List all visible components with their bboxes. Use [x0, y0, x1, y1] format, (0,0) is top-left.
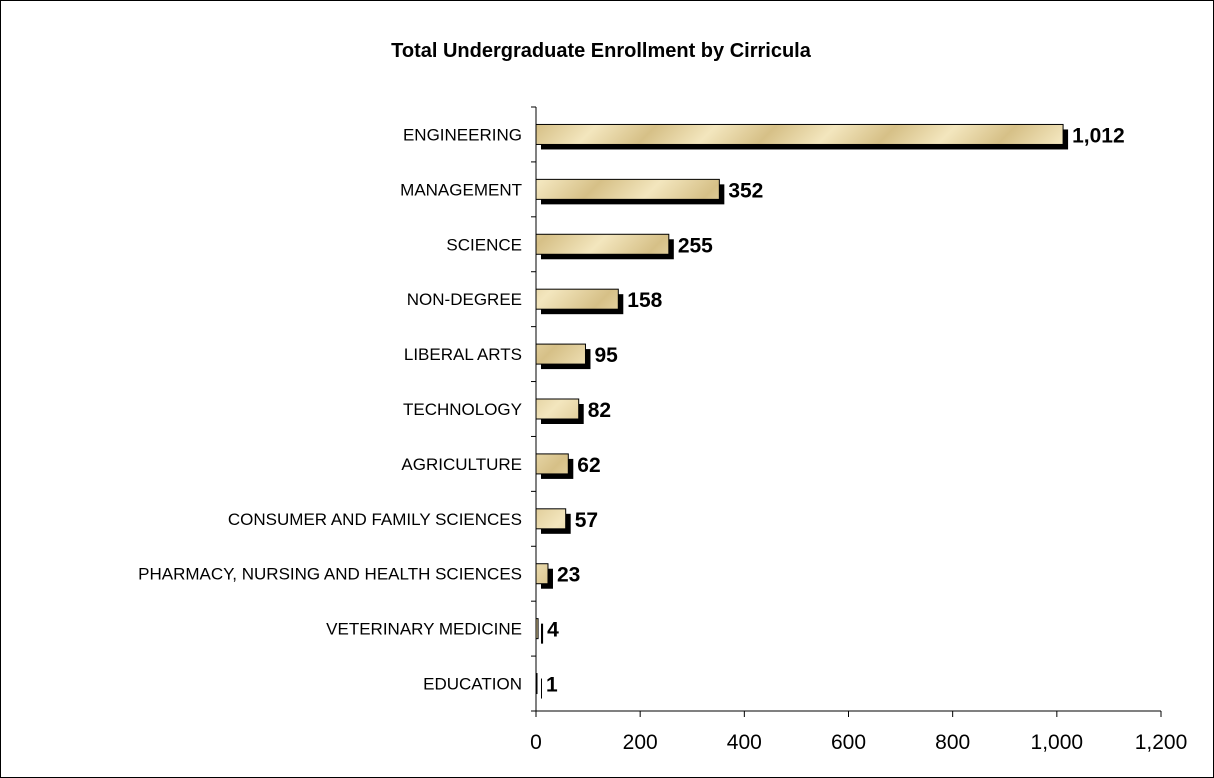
- data-label: 1: [546, 674, 558, 697]
- bar-shadow: [541, 623, 544, 644]
- data-label: 62: [577, 454, 600, 477]
- plot-area: 0 200 400 600 800 1,000 1,200 ENGINEERING 1,012 M…: [138, 106, 1188, 754]
- data-label: 352: [728, 179, 763, 202]
- category-label: PHARMACY, NURSING AND HEALTH SCIENCES: [138, 565, 522, 584]
- category-label: ENGINEERING: [403, 125, 522, 144]
- x-tick-label: 1,200: [1135, 731, 1188, 754]
- category-label: MANAGEMENT: [400, 180, 522, 199]
- data-label: 4: [547, 619, 559, 642]
- category-label: NON-DEGREE: [407, 290, 522, 309]
- x-tick-label: 1,000: [1031, 731, 1084, 754]
- data-label: 23: [557, 564, 580, 587]
- bar: [535, 343, 586, 365]
- x-tick-label: 200: [623, 731, 658, 754]
- bar: [535, 453, 569, 475]
- category-label: SCIENCE: [446, 235, 522, 254]
- category-label: LIBERAL ARTS: [404, 345, 522, 364]
- bar: [535, 288, 619, 310]
- bar: [535, 398, 580, 420]
- x-tick-label: 600: [831, 731, 866, 754]
- x-tick-label: 400: [727, 731, 762, 754]
- category-label: AGRICULTURE: [401, 455, 522, 474]
- bar: [535, 618, 539, 640]
- bar: [535, 123, 1064, 145]
- bar: [535, 673, 538, 695]
- data-label: 1,012: [1072, 124, 1125, 147]
- bar: [535, 508, 567, 530]
- data-label: 82: [588, 399, 611, 422]
- data-label: 255: [678, 234, 713, 257]
- chart-title: Total Undergraduate Enrollment by Cirric…: [391, 40, 812, 62]
- bar-shadow: [541, 678, 542, 699]
- data-label: 95: [594, 344, 618, 367]
- x-tick-label: 0: [530, 731, 542, 754]
- category-label: VETERINARY MEDICINE: [326, 620, 522, 639]
- bar: [535, 563, 549, 585]
- category-label: EDUCATION: [423, 675, 522, 694]
- category-label: CONSUMER AND FAMILY SCIENCES: [228, 510, 522, 529]
- data-label: 57: [575, 509, 598, 532]
- category-label: TECHNOLOGY: [403, 400, 522, 419]
- bar: [535, 178, 720, 200]
- data-label: 158: [627, 289, 662, 312]
- x-tick-label: 800: [935, 731, 970, 754]
- bar: [535, 233, 670, 255]
